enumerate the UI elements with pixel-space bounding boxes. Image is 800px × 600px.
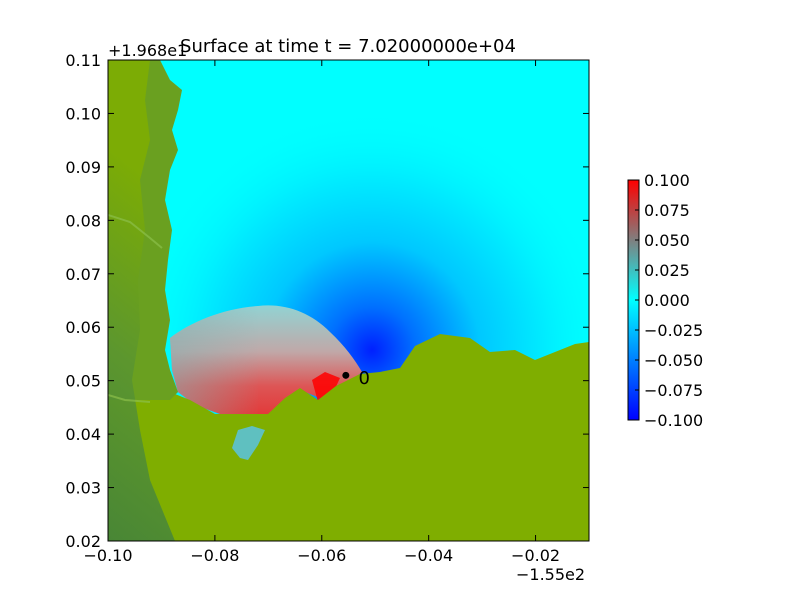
y-tick-label: 0.09 [65, 158, 101, 177]
y-tick-label: 0.05 [65, 372, 101, 391]
x-tick-label: −0.08 [190, 546, 239, 565]
gauge-marker [342, 371, 350, 379]
inland-water-patch [232, 426, 265, 460]
y-tick-label: 0.08 [65, 211, 101, 230]
plot-frame [107, 59, 590, 542]
colorbar-tick-label: 0.050 [644, 231, 690, 250]
gauge-label: 0 [359, 368, 370, 389]
y-tick-label: 0.03 [65, 479, 101, 498]
x-tick-label: −0.02 [511, 546, 560, 565]
y-axis: 0.02 0.03 0.04 0.05 0.06 0.07 0.08 0.09 0.10 0.11 [65, 51, 589, 551]
y-tick-label: 0.07 [65, 265, 101, 284]
heatmap-area [108, 60, 589, 541]
river-channel [108, 394, 151, 403]
chart-title: Surface at time t = 7.02000000e+04 [180, 36, 516, 57]
x-axis: −0.10 −0.08 −0.06 −0.04 −0.02 [83, 60, 560, 565]
x-offset-label: −1.55e2 [516, 565, 585, 584]
annotations: 0 [342, 368, 370, 389]
colorbar-tick-label: −0.050 [644, 351, 703, 370]
y-tick-label: 0.04 [65, 425, 101, 444]
colorbar-ticks: 0.100 0.075 0.050 0.025 0.000 −0.025 −0.050 −0.… [635, 171, 703, 430]
colorbar-tick-label: −0.025 [644, 321, 703, 340]
y-offset-label: +1.968e1 [108, 41, 187, 60]
colorbar-tick-label: 0.025 [644, 261, 690, 280]
elevation-bulge-left-fade [170, 306, 258, 414]
y-tick-label: 0.06 [65, 318, 101, 337]
y-tick-label: 0.11 [65, 51, 101, 70]
colorbar-tick-label: 0.075 [644, 201, 690, 220]
colorbar-tick-label: −0.075 [644, 381, 703, 400]
elevation-peak [312, 372, 340, 402]
colorbar-tick-label: 0.000 [644, 291, 690, 310]
land-coastal-shade [108, 60, 175, 541]
x-tick-label: −0.04 [404, 546, 453, 565]
x-tick-label: −0.06 [297, 546, 346, 565]
river-channel [108, 214, 163, 249]
colorbar-tick-label: −0.100 [644, 411, 703, 430]
x-tick-label: −0.10 [83, 546, 132, 565]
land-mass-south [108, 334, 589, 541]
colorbar-tick-label: 0.100 [644, 171, 690, 190]
y-tick-label: 0.10 [65, 104, 101, 123]
y-tick-label: 0.02 [65, 532, 101, 551]
